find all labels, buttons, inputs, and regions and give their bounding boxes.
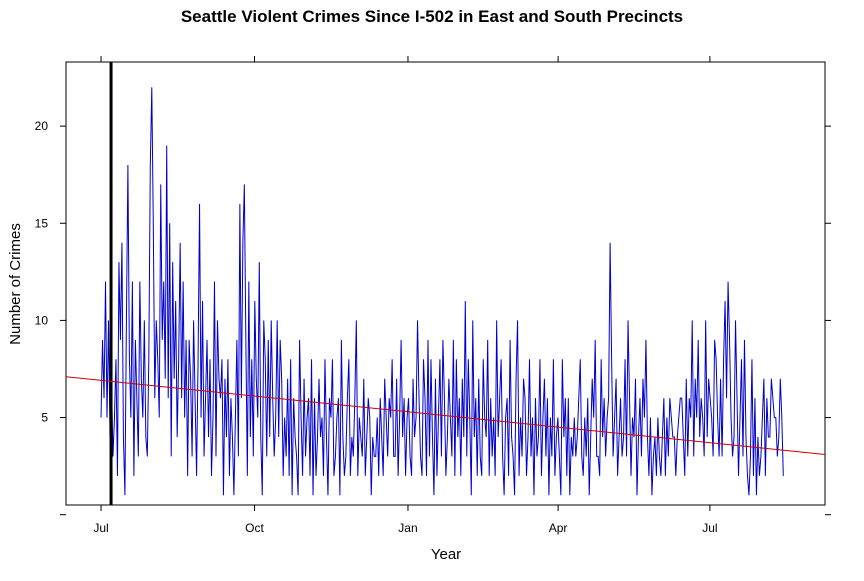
trend-line [65,376,826,455]
x-tick-label: Jul [93,521,108,535]
y-tick-label: 5 [41,411,48,425]
x-tick-label: Oct [245,521,264,535]
x-tick-label: Jan [398,521,417,535]
y-tick-label: 20 [35,119,49,133]
y-axis-label: Number of Crimes [7,223,24,345]
y-tick-label: 10 [35,313,49,327]
chart-title: Seattle Violent Crimes Since I-502 in Ea… [181,7,683,26]
x-axis-label: Year [431,546,461,563]
series-line [100,87,784,496]
x-tick-label: Jul [702,521,717,535]
y-tick-label: 15 [35,216,49,230]
plot-frame [65,61,826,506]
x-tick-label: Apr [549,521,568,535]
